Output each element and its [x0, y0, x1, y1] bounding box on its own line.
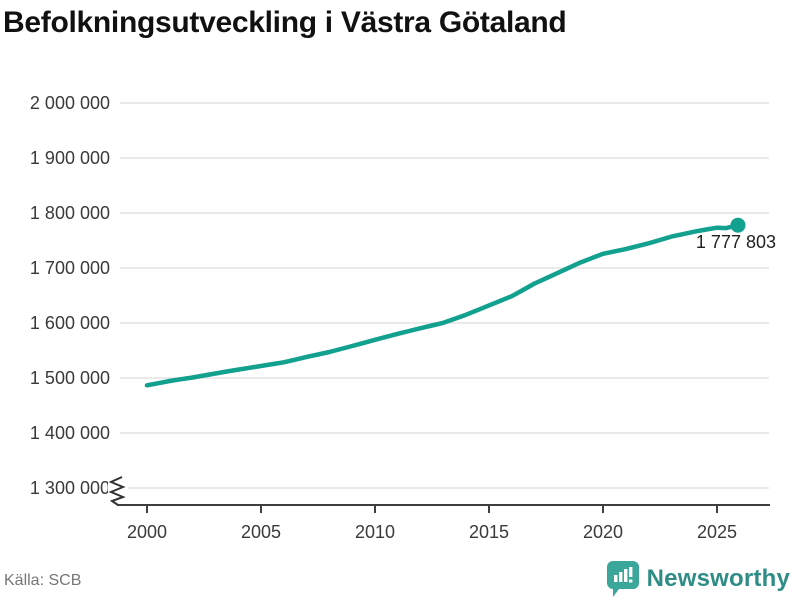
x-tick-label: 2025 — [697, 522, 737, 542]
y-tick-label: 1 800 000 — [30, 203, 110, 223]
y-tick-label: 1 400 000 — [30, 423, 110, 443]
x-tick-label: 2020 — [583, 522, 623, 542]
y-tick-label: 1 600 000 — [30, 313, 110, 333]
source-note: Källa: SCB — [4, 572, 82, 589]
y-tick-label: 1 300 000 — [30, 478, 110, 498]
newsworthy-branding: Newsworthy — [606, 561, 790, 597]
newsworthy-logo-icon — [606, 561, 639, 597]
population-line — [144, 222, 741, 388]
y-tick-label: 1 900 000 — [30, 148, 110, 168]
axis-break-icon — [108, 476, 126, 506]
end-point-marker — [730, 217, 746, 233]
y-tick-label: 2 000 000 — [30, 93, 110, 113]
x-tick-label: 2010 — [355, 522, 395, 542]
x-tick-label: 2000 — [127, 522, 167, 542]
end-value-label: 1 777 803 — [696, 232, 776, 252]
y-tick-label: 1 500 000 — [30, 368, 110, 388]
page-title: Befolkningsutveckling i Västra Götaland — [3, 6, 567, 39]
x-tick-label: 2005 — [241, 522, 281, 542]
brand-name: Newsworthy — [646, 565, 790, 592]
y-tick-label: 1 700 000 — [30, 258, 110, 278]
x-tick-label: 2015 — [469, 522, 509, 542]
